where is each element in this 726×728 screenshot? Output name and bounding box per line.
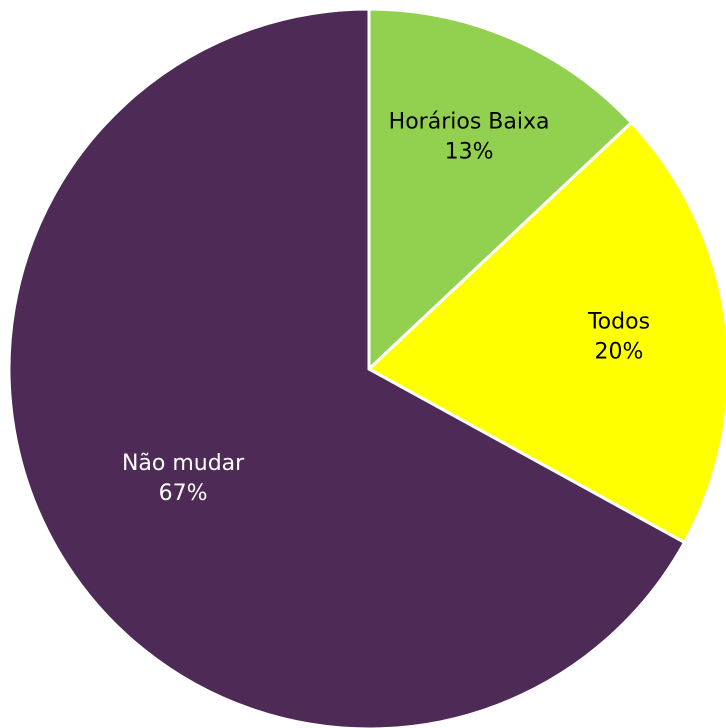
slice-value-label: 67%	[159, 481, 208, 506]
slice-label: Horários Baixa	[389, 110, 550, 135]
pie-slice	[366, 120, 726, 545]
slice-value-label: 20%	[595, 339, 644, 364]
slice-label: Todos	[587, 309, 650, 334]
pie-slice	[7, 7, 687, 728]
slice-value-label: 13%	[445, 140, 494, 165]
slice-label: Não mudar	[122, 451, 245, 476]
pie-slice	[367, 7, 634, 373]
